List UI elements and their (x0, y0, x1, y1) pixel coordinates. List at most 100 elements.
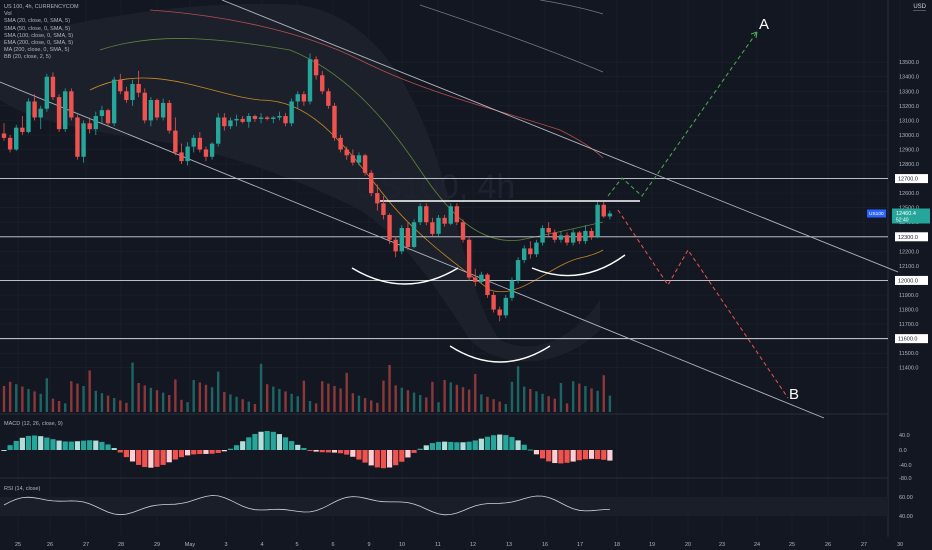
volume-bar (82, 386, 85, 412)
volume-bar (45, 378, 49, 412)
macd-histogram-bar (313, 450, 319, 452)
currency-selector[interactable]: USD (913, 4, 926, 11)
volume-bar (106, 395, 110, 412)
indicator-legend: US 100, 4h, CURRENCYCOM Vol SMA (20, clo… (4, 4, 79, 62)
volume-bar (51, 398, 55, 412)
candle (234, 118, 239, 121)
candle (473, 277, 478, 282)
candle (50, 76, 56, 98)
volume-bar (535, 391, 538, 412)
volume-bar (541, 393, 544, 412)
price-tick-label: 12800.0 (899, 162, 919, 168)
macd-histogram-bar (129, 450, 136, 462)
volume-bar (578, 383, 581, 412)
time-tick-label: 26 (825, 542, 831, 548)
volume-bar (412, 392, 416, 412)
time-tick-label: 16 (542, 542, 548, 548)
candle (44, 76, 50, 109)
candle (56, 97, 62, 130)
candle (209, 143, 215, 157)
level-tag-label: 12700.0 (898, 177, 918, 183)
macd-histogram-bar (503, 435, 509, 450)
macd-histogram-bar (552, 450, 558, 464)
volume-bar (64, 403, 67, 412)
macd-histogram-bar (435, 441, 442, 450)
volume-bar (480, 394, 483, 412)
volume-bar (259, 363, 263, 412)
volume-bar (88, 370, 91, 412)
price-tick-label: 12900.0 (899, 147, 919, 153)
volume-bar (406, 390, 410, 412)
volume-bar (174, 379, 177, 412)
time-tick-label: 20 (685, 542, 691, 548)
rsi-pane: 60.00 40.00 (0, 495, 913, 520)
macd-histogram-bar (25, 435, 32, 450)
candle (534, 242, 539, 255)
macd-histogram-bar (607, 450, 613, 461)
candle (136, 84, 141, 93)
volume-bar (76, 383, 79, 412)
candle (515, 260, 521, 281)
macd-histogram-bar (13, 440, 19, 450)
macd-histogram-bar (429, 443, 435, 450)
candle (258, 117, 264, 119)
candle (436, 217, 441, 234)
price-tick-label: 13400.0 (899, 75, 919, 81)
target-label-a: A (759, 16, 769, 33)
volume-bar (155, 390, 159, 412)
candle (601, 204, 606, 217)
level-tag-label: 12000.0 (898, 278, 918, 284)
candle (344, 149, 349, 156)
candle (595, 204, 600, 237)
macd-histogram-bar (276, 434, 282, 450)
level-tag-label: 12300.0 (898, 235, 918, 241)
right-shoulder (531, 254, 626, 277)
candle (160, 102, 166, 118)
volume-bar (584, 386, 587, 412)
volume-bar (388, 365, 391, 412)
volume-bar (370, 400, 373, 412)
volume-bar (131, 362, 134, 412)
macd-histogram-bar (417, 448, 423, 450)
volume-bar (486, 396, 489, 412)
candle (130, 84, 135, 101)
candle (167, 102, 172, 131)
time-tick-label: 28 (118, 542, 124, 548)
time-axis: 25 26 27 28 29 May 3 4 5 6 9 10 11 12 13 16 17 18 19 20 23 24… (15, 542, 903, 548)
bullish-projection (607, 31, 758, 197)
indicator-line: SMA (20, close, 0, SMA, 5) (4, 18, 71, 25)
macd-histogram-bar (111, 448, 117, 450)
macd-histogram-bar (570, 450, 576, 462)
macd-histogram-bar (356, 450, 362, 460)
volume-bar (168, 395, 171, 412)
candle (185, 146, 190, 162)
macd-histogram-bar (466, 441, 472, 450)
macd-histogram-bar (350, 450, 356, 457)
macd-histogram-bar (380, 450, 387, 469)
macd-histogram-bar (93, 440, 99, 450)
time-tick-label: 9 (367, 542, 370, 548)
ema-200-line (149, 9, 604, 159)
candle (99, 110, 105, 117)
volume-bar (394, 385, 397, 412)
symbol-watermark: US100, 4h (355, 168, 516, 206)
volume-bar (186, 402, 189, 412)
macd-histogram-bar (142, 450, 148, 468)
macd-histogram-bar (166, 450, 172, 463)
macd-histogram-bar (270, 431, 276, 450)
volume-bar (565, 403, 569, 412)
time-tick-label: May (185, 542, 196, 548)
candle (564, 235, 570, 243)
upper-band-line (539, 0, 604, 15)
volume-bar (57, 401, 61, 412)
macd-histogram-bar (209, 450, 215, 454)
volume-bar (21, 386, 24, 412)
price-tick-label: 13500.0 (899, 60, 919, 66)
macd-histogram-bar (386, 450, 393, 468)
macd-histogram-bar (319, 450, 325, 453)
candle (173, 130, 178, 153)
candle (522, 248, 527, 261)
volume-bar (284, 391, 287, 412)
head (449, 345, 551, 363)
